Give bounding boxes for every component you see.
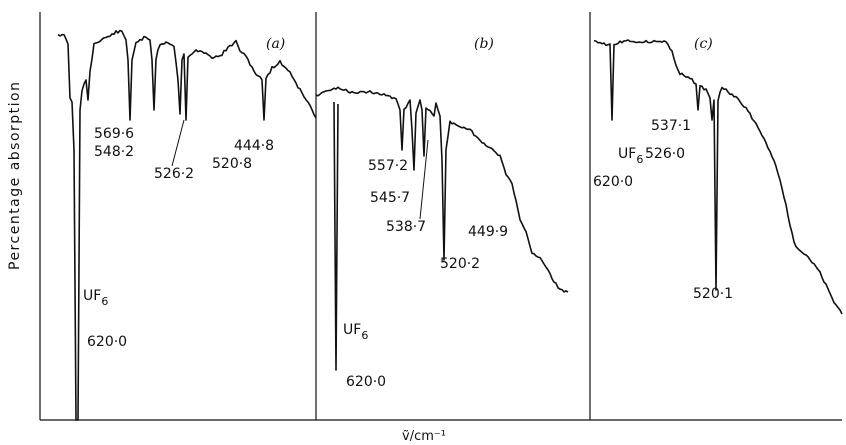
uf6-label-c: UF6 [618, 146, 643, 166]
uf6-wavenumber-c: 620·0 [593, 174, 633, 190]
peak-label-c-526: 526·0 [645, 146, 685, 162]
peak-label-a-520: 520·8 [212, 156, 252, 172]
peak-label-a-444: 444·8 [234, 138, 274, 154]
uf6-label-a: UF6 [83, 288, 108, 308]
spectrum-trace-a [57, 29, 317, 421]
x-axis-label: ṽ/cm⁻¹ [402, 429, 446, 444]
y-axis-label: Percentage absorption [7, 81, 23, 271]
leader-a-526 [171, 119, 185, 167]
spectrum-trace-b [315, 86, 569, 293]
panel-b-label: (b) [474, 36, 494, 52]
peak-label-b-545: 545·7 [370, 190, 410, 206]
uf6-peak-b [333, 101, 339, 371]
leader-b-538 [419, 139, 429, 220]
peak-label-a-548: 548·2 [94, 144, 134, 160]
peak-label-b-538: 538·7 [386, 219, 426, 235]
uf6-label-b: UF6 [343, 322, 368, 342]
panel-c-label: (c) [694, 36, 713, 52]
peak-label-a-569: 569·6 [94, 126, 134, 142]
peak-label-c-520: 520·1 [693, 286, 733, 302]
peak-label-b-449: 449·9 [468, 224, 508, 240]
peak-label-a-526: 526·2 [154, 166, 194, 182]
peak-label-b-520: 520·2 [440, 256, 480, 272]
uf6-wavenumber-a: 620·0 [87, 334, 127, 350]
peak-label-b-557: 557·2 [368, 158, 408, 174]
peak-label-c-537: 537·1 [651, 118, 691, 134]
panel-a-label: (a) [266, 36, 285, 52]
uf6-wavenumber-b: 620·0 [346, 374, 386, 390]
spectrum-trace-c [593, 39, 843, 315]
